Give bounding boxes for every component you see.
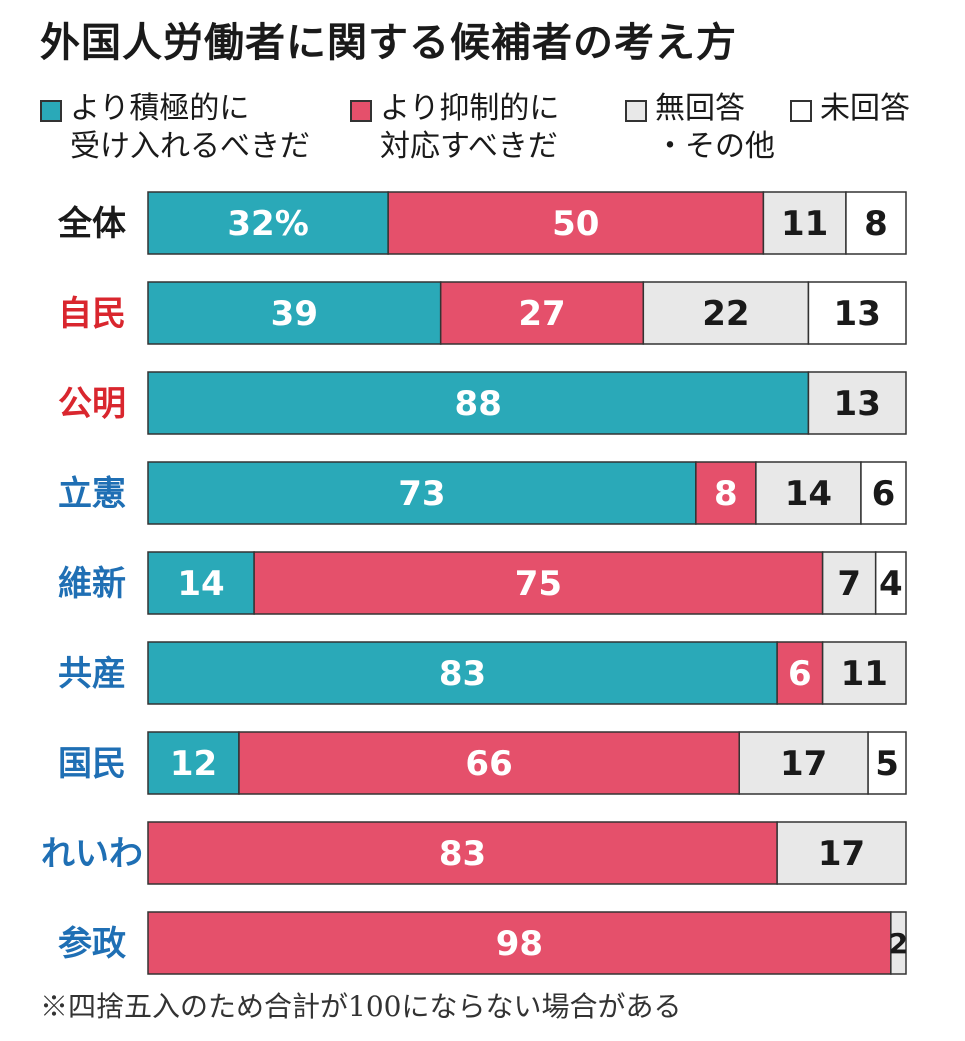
data-label: 50 [552,204,599,244]
legend-label-accept-line1: より積極的に [70,91,250,126]
legend-label-accept-line2: 受け入れるべきだ [70,129,310,164]
data-label: 4 [879,564,903,604]
legend-swatch-no-answer [625,100,647,122]
bar-segment-no-answer [807,371,907,435]
legend: より積極的に 受け入れるべきだ より抑制的に 対応すべきだ 無回答 ・その他 未… [40,90,960,180]
chart-title: 外国人労働者に関する候補者の考え方 [40,20,737,66]
bar-row: 参政 98 2 [58,911,908,975]
bar-row: れいわ 83 17 [41,821,907,885]
data-label: 73 [398,474,445,514]
data-label: 6 [788,654,812,694]
data-label: 6 [872,474,896,514]
bar-row: 自民 39 27 22 13 [58,281,907,345]
data-label: 98 [496,924,543,964]
bar-row: 共産 83 6 11 [58,641,907,705]
data-label: 22 [702,294,749,334]
legend-label-not-responded: 未回答 [820,91,910,126]
category-label: 自民 [58,294,126,334]
data-label: 17 [818,834,865,874]
data-label: 2 [889,927,908,960]
category-label: 公明 [58,384,126,424]
category-label: 国民 [58,744,126,784]
bar-segment-accept [147,731,240,795]
bar-row: 公明 88 13 [58,371,907,435]
category-label: れいわ [41,834,143,874]
bar-segment-not-responded [807,281,907,345]
category-label: 維新 [58,564,126,604]
bar-segment-no-answer [890,911,907,975]
bar-segment-restrict [776,641,824,705]
bar-segment-not-responded [860,461,907,525]
category-label: 参政 [58,924,126,964]
data-label: 5 [875,744,899,784]
data-label: 7 [837,564,861,604]
category-label: 共産 [58,654,126,694]
data-label: 8 [864,204,888,244]
legend-swatch-restrict [350,100,372,122]
bar-segment-accept [147,281,442,345]
data-label: 14 [785,474,832,514]
bar-segment-not-responded [867,731,907,795]
bar-segment-accept [147,551,255,615]
data-label: 11 [841,654,888,694]
data-label: 88 [455,384,502,424]
data-label: 8 [714,474,738,514]
bar-segment-accept [147,461,697,525]
legend-swatch-not-responded [790,100,812,122]
bar-segment-no-answer [738,731,869,795]
bar-row: 全体 32% 50 11 8 [57,191,907,255]
data-label: 14 [177,564,224,604]
bar-segment-accept [147,641,778,705]
footnote: ※四捨五入のため合計が100にならない場合がある [40,990,682,1023]
bar-segment-restrict [439,281,645,345]
data-label: 13 [834,294,881,334]
category-label: 立憲 [58,474,126,514]
data-label: 83 [439,834,486,874]
bar-segment-no-answer [776,821,907,885]
bar-segment-no-answer [755,461,862,525]
data-label: 32% [227,204,308,244]
data-label: 75 [515,564,562,604]
bar-segment-no-answer [821,641,907,705]
bar-segment-not-responded [845,191,907,255]
bar-segment-restrict [695,461,757,525]
data-label: 39 [271,294,318,334]
legend-label-restrict-line1: より抑制的に [380,91,560,126]
bar-segment-accept [147,191,389,255]
bar-segment-no-answer [762,191,847,255]
data-label: 66 [465,744,512,784]
legend-label-no-answer-line2: ・その他 [655,129,775,164]
data-label: 27 [518,294,565,334]
bar-row: 国民 12 66 17 5 [58,731,907,795]
data-label: 83 [439,654,486,694]
bar-segment-no-answer [642,281,810,345]
legend-swatch-accept [40,100,62,122]
bar-segment-restrict [238,731,740,795]
data-label: 11 [781,204,828,244]
bar-row: 立憲 73 8 14 6 [58,461,907,525]
data-label: 17 [780,744,827,784]
category-label: 全体 [57,204,126,244]
legend-label-no-answer-line1: 無回答 [655,91,745,126]
bar-segment-accept [147,371,810,435]
data-label: 13 [834,384,881,424]
data-label: 12 [170,744,217,784]
legend-label-restrict-line2: 対応すべきだ [380,129,558,164]
bar-row: 維新 14 75 7 4 [58,551,907,615]
bar-segment-restrict [387,191,765,255]
bar-segment-not-responded [874,551,907,615]
